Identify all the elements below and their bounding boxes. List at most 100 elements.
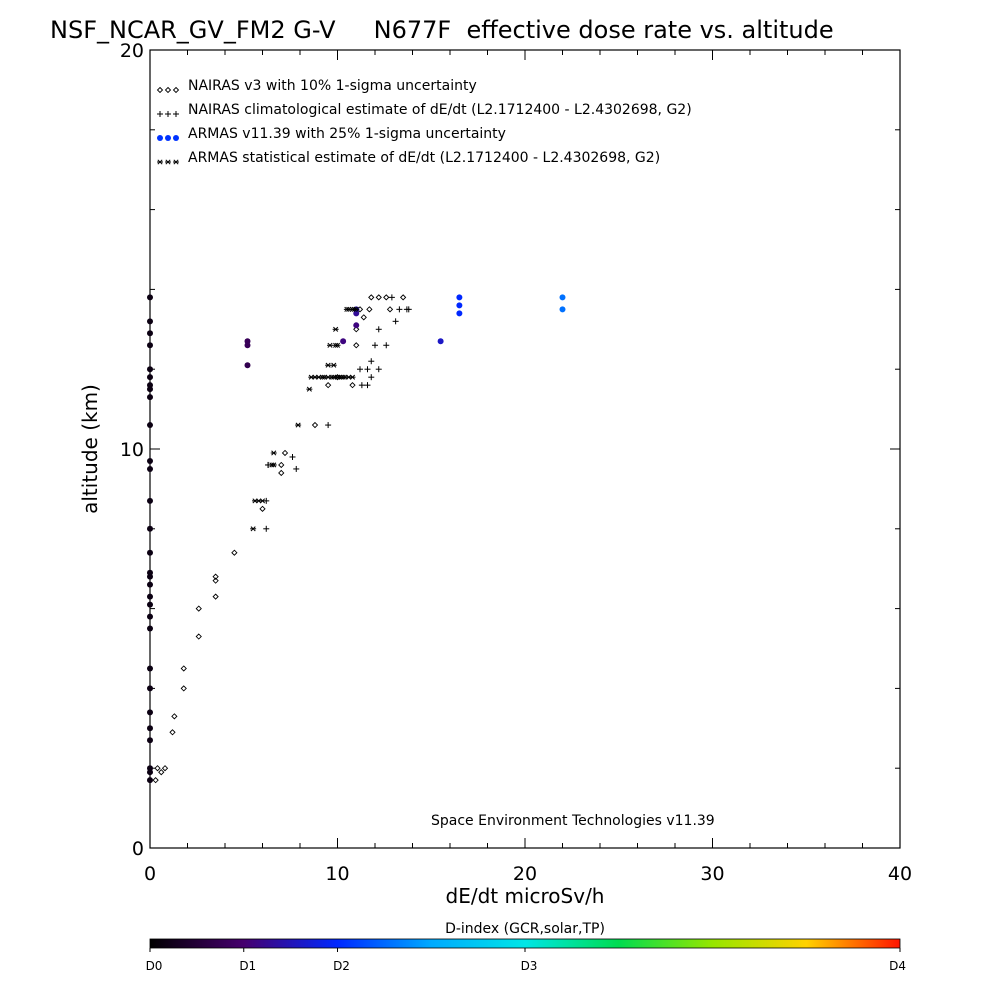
data-point-asterisk [250,526,257,532]
data-point-diamond [399,294,407,301]
data-point-dot [340,338,347,345]
data-point-dot [559,306,566,313]
data-point-plus [293,465,300,472]
data-marks [147,294,566,784]
data-point-plus [372,342,378,349]
data-point-plus [383,342,390,349]
data-point-plus [375,326,382,333]
colorbar-gradient [149,938,901,949]
data-point-dot [559,294,566,301]
data-point-asterisk [349,374,356,380]
colorbar-label: D1 [239,959,256,973]
colorbar-label: D4 [889,959,906,973]
data-point-asterisk [332,326,339,332]
colorbar: D-index (GCR,solar,TP) D0 D1 D2 D3 D4 [146,921,906,973]
data-point-dot [147,665,153,672]
data-point-dot [147,601,153,608]
data-point-diamond [278,469,285,477]
data-point-plus [388,294,395,301]
data-point-dot [456,294,463,301]
data-point-diamond [158,769,165,776]
data-point-dot [353,322,360,329]
data-point-dot [456,302,463,309]
legend-symbol [173,159,179,165]
data-point-dot [147,318,153,325]
data-point-dot [147,685,153,692]
data-point-diamond [212,577,219,584]
data-point-dot [147,593,153,600]
x-tick-label: 20 [513,863,537,885]
data-point-dot [147,525,153,532]
data-point-diamond [360,314,367,321]
data-point-dot [147,422,153,429]
data-point-plus [358,382,365,389]
data-point-dot [147,394,153,401]
colorbar-label: D2 [333,959,350,973]
data-point-diamond [212,573,219,580]
y-tick-label: 20 [120,40,144,62]
data-point-diamond [324,382,332,389]
data-point-diamond [259,505,266,512]
y-tick-label: 0 [132,838,144,860]
data-point-plus [405,306,412,313]
legend-symbol [156,86,164,94]
data-point-asterisk [295,422,302,428]
data-point-diamond [278,461,285,469]
data-point-dot [147,457,153,464]
data-point-dot [147,581,153,588]
data-point-diamond [171,713,178,720]
data-point-dot [147,497,153,504]
legend-entry: ARMAS v11.39 with 25% 1-sigma uncertaint… [188,126,506,142]
data-point-plus [325,422,332,429]
data-point-dot [147,725,153,732]
data-point-dot [437,338,444,345]
data-point-dot [147,765,153,772]
data-point-diamond [383,294,390,301]
data-point-diamond [368,294,375,301]
data-point-diamond [180,665,187,672]
data-point-dot [147,613,153,620]
data-point-dot [147,549,153,556]
data-point-dot [244,362,251,369]
chart-title: NSF_NCAR_GV_FM2 G-V N677F effective dose… [50,16,834,44]
data-point-plus [368,374,375,381]
data-point-dot [456,310,463,317]
legend-symbol [165,111,171,117]
data-point-plus [396,306,403,313]
data-point-dot [147,465,153,472]
data-point-diamond [161,765,169,772]
data-point-dot [147,737,153,744]
data-point-dot [147,777,153,784]
x-tick-label: 40 [888,863,912,885]
data-point-dot [147,366,153,373]
legend-symbol [173,111,179,117]
data-point-dot [147,374,153,381]
x-tick-label: 10 [325,863,349,885]
axis-tick-labels: 0 10 20 30 40 0 10 20 [120,40,912,885]
legend-symbol [165,135,171,141]
data-point-plus [263,525,270,532]
data-point-plus [289,453,296,460]
data-point-diamond [311,421,319,429]
data-point-dot [244,338,251,345]
data-point-diamond [195,605,202,612]
legend-symbol [173,135,179,141]
legend-symbol [157,159,163,165]
data-point-asterisk [325,362,332,368]
data-point-asterisk [259,498,266,504]
data-point-plus [357,366,363,373]
credit-text: Space Environment Technologies v11.39 [431,813,715,829]
data-point-diamond [281,449,289,457]
data-point-dot [147,569,153,576]
data-point-diamond [169,729,176,736]
y-tick-label: 10 [120,439,144,461]
legend-symbol [164,86,172,94]
data-point-diamond [349,382,356,389]
legend-symbol [157,111,163,117]
legend-entry: ARMAS statistical estimate of dE/dt (L2.… [188,150,660,166]
legend-entry: NAIRAS v3 with 10% 1-sigma uncertainty [188,78,477,94]
colorbar-title: D-index (GCR,solar,TP) [445,921,605,937]
data-point-dot [147,294,153,301]
data-point-asterisk [270,462,277,468]
